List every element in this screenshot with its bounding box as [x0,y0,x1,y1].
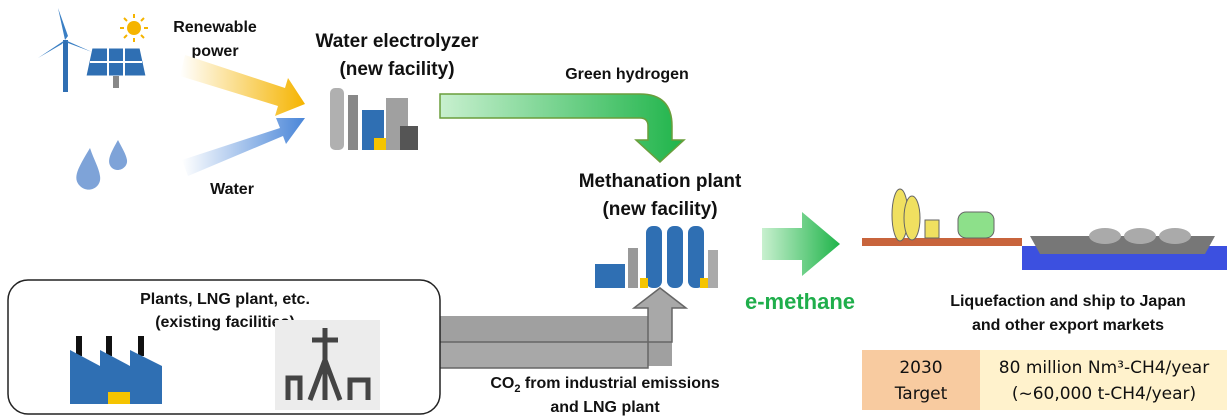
arrow [440,94,684,162]
label: power [191,43,238,60]
electrolyzer-icon [330,88,418,150]
diagram: Renewable power Water Water electrolyzer… [0,0,1227,416]
label: Green hydrogen [565,66,689,83]
refinery-icon [275,320,380,410]
arrow [180,55,305,116]
label: and other export markets [972,317,1164,334]
label: (existing facilities) [155,314,295,331]
target-table: 2030 Target 80 million Nm³-CH4/year (~60… [862,350,1227,410]
renewable-icons [38,8,148,92]
cell: 2030 [899,358,942,378]
cell: Target [894,384,948,404]
methanation-icon [595,226,718,288]
label: Methanation plant [579,171,742,192]
label: Liquefaction and ship to Japan [950,293,1186,310]
label: Renewable [173,19,257,36]
label: (new facility) [602,199,717,220]
label: Plants, LNG plant, etc. [140,291,310,308]
arrow [182,118,305,176]
label-part: from industrial emissions [520,375,719,392]
label: Water [210,181,254,198]
label: (new facility) [339,59,454,80]
cell: 80 million Nm³-CH4/year [999,358,1209,378]
water-drops [76,140,127,190]
product-label: e-methane [745,289,855,314]
export-picture [862,175,1227,270]
label: CO2 from industrial emissions [490,375,719,395]
label-part: CO [490,375,514,392]
label: Water electrolyzer [316,31,480,52]
arrow [762,212,840,276]
cell: (~60,000 t-CH4/year) [1012,384,1196,404]
label: and LNG plant [550,399,660,416]
